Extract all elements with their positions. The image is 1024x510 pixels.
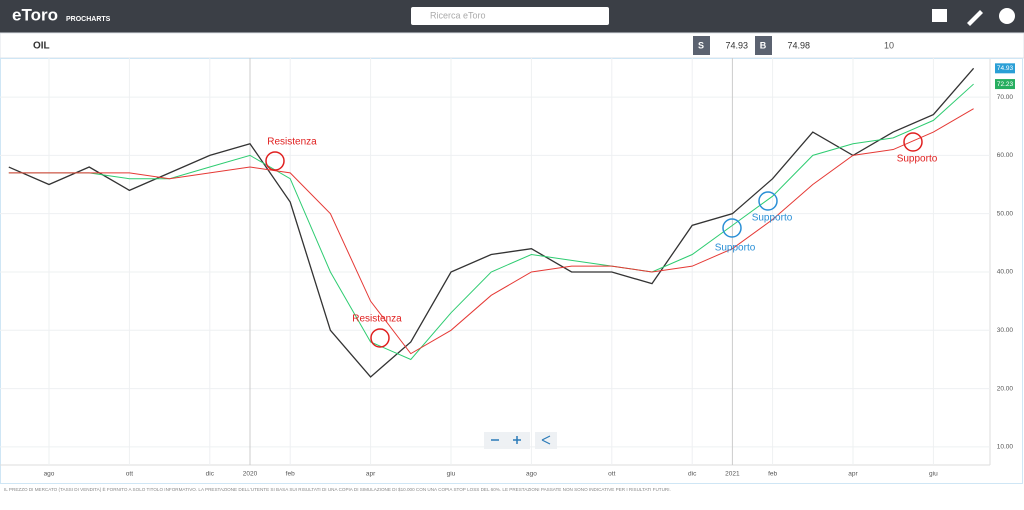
annotation-circle [722,218,742,238]
x-tick-label: apr [848,471,858,478]
x-tick-label: dic [206,471,215,478]
annotation: Supporto [752,213,793,224]
x-tick-label: ott [126,471,133,478]
price-badge [995,63,1015,74]
annotation: Supporto [897,154,938,165]
y-tick-label: 40.00 [997,269,1014,276]
price-line [8,83,974,361]
annotation-circle [370,328,390,348]
buy-price: 74.98 [787,40,810,50]
x-tick-label: ago [526,471,537,478]
zoom-in[interactable] [513,436,521,444]
x-tick-label: ago [44,471,55,478]
y-tick-label: 10.00 [997,444,1014,451]
chart-frame [0,58,1023,484]
edit-icon[interactable] [967,10,983,26]
share-button[interactable] [535,432,557,449]
toolbar [0,32,1024,59]
layout-icon[interactable] [932,9,947,22]
x-tick-label: dic [688,471,697,478]
annotation: Resistenza [267,137,317,148]
x-tick-label: feb [286,471,295,478]
logo: eToro [12,5,58,24]
annotation-circle [265,151,285,171]
y-tick-label: 50.00 [997,210,1014,217]
disclaimer: IL PREZZO DI MERCATO (TASSI DI VENDITA) … [4,486,671,492]
zoom-controls [484,432,557,449]
price-line [8,108,974,355]
x-tick-label: 2020 [243,471,258,478]
profile-icon[interactable] [999,8,1015,24]
annotation-circle [903,132,923,152]
y-tick-label: 60.00 [997,152,1014,159]
search-placeholder: Ricerca eToro [430,10,486,20]
sell-button[interactable] [693,36,710,55]
y-tick-label: 70.00 [997,94,1014,101]
x-tick-label: giu [447,471,456,478]
x-tick-label: 2021 [725,471,740,478]
annotation: Supporto [715,243,756,254]
zoom-group [484,432,530,449]
x-tick-label: ott [608,471,615,478]
price-line [8,67,975,378]
sell-price: 74.93 [725,40,748,50]
annotation-circle [758,191,778,211]
price-badge [995,79,1015,90]
y-tick-label: 30.00 [997,327,1014,334]
instrument: OIL [33,41,50,52]
price-badge-label: 72.23 [997,81,1014,88]
buy-label: B [760,40,767,50]
price-badge-label: 74.93 [997,65,1014,72]
interval[interactable]: 10 [884,40,894,50]
share-icon [541,435,551,445]
x-tick-label: apr [366,471,376,478]
y-tick-label: 20.00 [997,385,1014,392]
plot [0,58,990,465]
product: PROCHARTS [66,16,111,23]
sell-label: S [698,40,704,50]
search-box[interactable] [411,7,609,25]
x-tick-label: feb [768,471,777,478]
x-tick-label: giu [929,471,938,478]
annotation: Resistenza [352,314,402,325]
buy-button[interactable] [755,36,772,55]
